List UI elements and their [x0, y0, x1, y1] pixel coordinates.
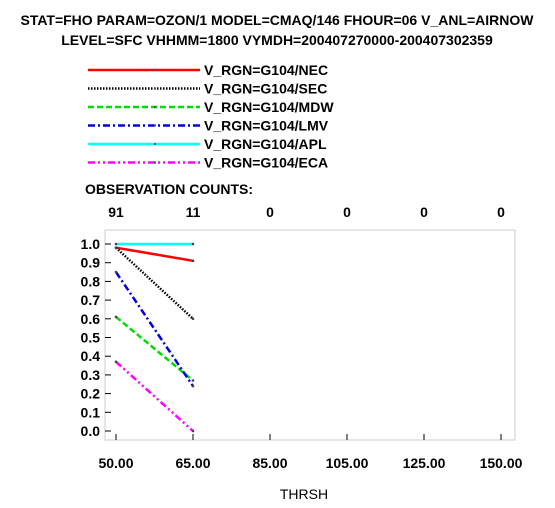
chart-title-line-1: STAT=FHO PARAM=OZON/1 MODEL=CMAQ/146 FHO…: [20, 12, 534, 28]
y-axis: 0.0 0.1 0.2 0.3 0.4 0.5 0.6 0.7 0.8 0.9 1.0: [81, 236, 111, 439]
legend-label: V_RGN=G104/LMV: [204, 118, 329, 134]
legend-marker: [153, 124, 157, 127]
legend-marker: [153, 142, 157, 146]
series-layer: [114, 242, 195, 433]
y-tick-label: 0.1: [81, 404, 101, 420]
observation-count: 91: [108, 204, 124, 220]
legend-label: V_RGN=G104/MDW: [204, 99, 334, 115]
observation-count: 0: [266, 204, 274, 220]
plot-area: [104, 229, 516, 441]
y-tick-label: 0.7: [81, 292, 101, 308]
x-tick-label: 85.00: [252, 455, 287, 471]
y-tick-label: 0.4: [81, 348, 101, 364]
x-axis-label: THRSH: [280, 486, 328, 502]
data-point: [191, 242, 195, 246]
observation-count: 0: [497, 204, 505, 220]
y-tick-label: 0.2: [81, 386, 101, 402]
data-point: [191, 429, 195, 433]
y-tick-label: 0.9: [81, 255, 101, 271]
x-tick-label: 150.00: [480, 455, 523, 471]
legend-marker: [153, 161, 157, 164]
data-point: [114, 270, 118, 274]
data-point: [191, 317, 195, 321]
series-line: [115, 246, 194, 263]
legend-label: V_RGN=G104/APL: [204, 136, 327, 152]
observation-counts: 91 11 0 0 0 0: [108, 204, 505, 220]
series-line: [114, 271, 195, 387]
y-tick-label: 0.8: [81, 273, 101, 289]
observation-count: 11: [186, 204, 201, 220]
data-point: [114, 315, 118, 319]
x-tick-label: 125.00: [403, 455, 446, 471]
data-point: [191, 379, 195, 382]
legend-marker: [153, 87, 157, 90]
observation-count: 0: [343, 204, 351, 220]
y-tick-label: 0.3: [81, 367, 101, 383]
observation-counts-title: OBSERVATION COUNTS:: [85, 181, 253, 197]
series-line: [115, 315, 194, 382]
observation-count: 0: [420, 204, 428, 220]
series-line: [115, 246, 194, 320]
legend-marker: [153, 68, 157, 72]
legend: V_RGN=G104/NEC V_RGN=G104/SEC V_RGN=G104/M…: [88, 62, 334, 171]
legend-label: V_RGN=G104/NEC: [204, 62, 328, 78]
y-tick-label: 1.0: [81, 236, 101, 252]
y-tick-label: 0.5: [81, 330, 101, 346]
legend-label: V_RGN=G104/SEC: [204, 81, 327, 97]
legend-marker: [153, 105, 157, 109]
data-point: [114, 242, 118, 246]
data-point: [114, 360, 118, 364]
legend-label: V_RGN=G104/ECA: [204, 155, 328, 171]
data-point: [191, 259, 195, 263]
data-point: [191, 384, 195, 388]
x-axis: 50.00 65.00 85.00 105.00 125.00 150.00: [98, 434, 523, 471]
chart-title-line-2: LEVEL=SFC VHHMM=1800 VYMDH=200407270000-…: [61, 32, 493, 48]
x-tick-label: 65.00: [175, 455, 210, 471]
y-tick-label: 0.0: [81, 423, 101, 439]
y-tick-label: 0.6: [81, 311, 101, 327]
data-point: [114, 246, 118, 250]
x-tick-label: 105.00: [326, 455, 369, 471]
series-line: [115, 360, 194, 432]
x-tick-label: 50.00: [98, 455, 133, 471]
